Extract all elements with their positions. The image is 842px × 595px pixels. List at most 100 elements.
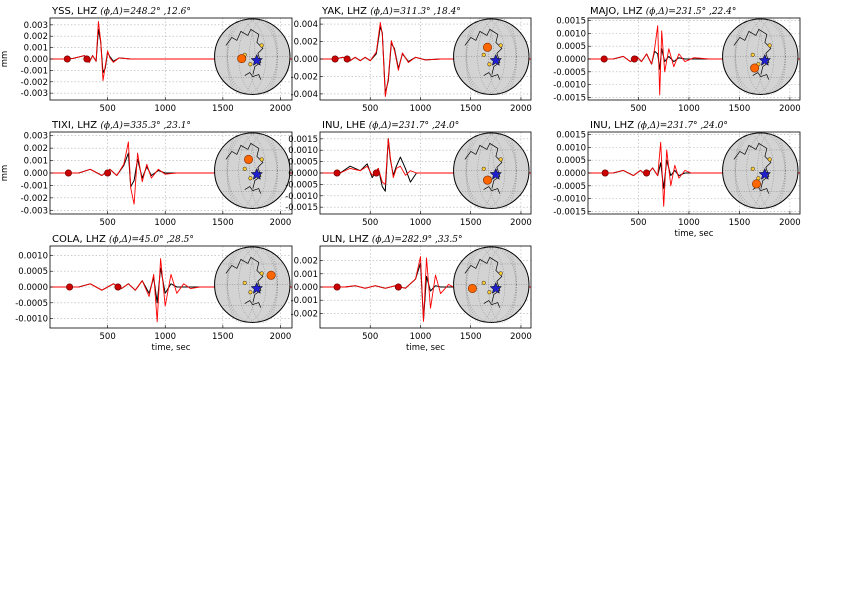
other-station-icon [481,166,486,171]
x-tick-label: 500 [630,104,646,114]
coastline [483,72,501,80]
other-station-icon [259,43,264,48]
x-tick-label: 1000 [154,218,176,228]
x-tick-label: 1500 [460,218,482,228]
y-tick-label: 0.0000 [556,55,586,65]
y-tick-label: 0.0010 [556,29,586,39]
station-marker-icon [244,154,254,164]
x-tick-label: 500 [100,104,116,114]
chart-title-station: YSS, LHZ [51,6,100,17]
chart-title-params: (ϕ,Δ)=282.9° ,33.5° [372,234,463,245]
coastline [733,28,772,75]
chart-title-station: ULN, LHZ [322,234,372,245]
coastline [752,72,770,80]
y-tick-label: -0.002 [291,72,318,82]
x-tick-label: 2000 [510,218,532,228]
y-tick-label: 0.002 [294,257,318,267]
y-tick-label: -0.004 [291,90,318,100]
y-tick-label: 0.0000 [288,169,318,179]
other-station-icon [498,157,503,162]
other-station-icon [487,290,492,295]
other-station-icon [481,52,486,57]
y-tick-label: 0.0005 [556,156,586,166]
y-tick-label: -0.0005 [285,180,318,190]
x-axis-label: time, sec [152,343,191,353]
coastline [464,28,503,75]
y-tick-label: -0.002 [291,309,318,319]
chart-panel-2: 500 1000 1500 2000 -0.004 -0.002 0.000 0.002 0.0… [291,6,532,114]
y-tick-label: 0.0005 [288,158,318,168]
coastline [225,142,264,189]
chart-panel-4: 500 1000 1500 2000 -0.003 -0.002 -0.001 0.000 0.… [0,120,293,228]
chart-title: INU, LHZ (ϕ,Δ)=231.7° ,24.0° [590,120,728,131]
phase-marker [331,55,339,63]
y-tick-label: 0.0015 [556,17,586,27]
coastline [244,186,262,194]
globe-inset-icon [722,18,799,95]
other-station-icon [248,176,253,181]
y-tick-label: 0.0015 [556,131,586,141]
station-marker-icon [266,270,276,280]
meridian [227,18,267,95]
meridian [466,246,516,323]
station-marker-icon [752,179,762,189]
coastline [483,186,501,194]
phase-marker [343,55,351,63]
chart-title-station: TIXI, LHZ [51,120,100,131]
synthetic-trace [588,141,800,207]
x-tick-label: 1500 [460,332,482,342]
other-station-icon [498,271,503,276]
other-station-icon [487,62,492,67]
coastline [225,256,264,303]
meridian [735,18,785,95]
phase-marker [333,283,341,291]
x-tick-label: 500 [630,218,646,228]
y-tick-label: 0.0000 [556,169,586,179]
chart-title-params: (ϕ,Δ)=335.3° ,23.1° [100,120,191,131]
other-station-icon [750,52,755,57]
x-tick-label: 1500 [212,332,234,342]
meridian [466,18,516,95]
coastline [464,142,503,189]
x-tick-label: 1500 [729,104,751,114]
y-tick-label: 0.0010 [556,143,586,153]
phase-marker [83,55,91,63]
station-marker-icon [237,54,247,64]
phase-marker [333,169,341,177]
y-tick-label: 0.001 [24,157,48,167]
y-tick-label: -0.0010 [15,315,48,325]
synthetic-trace [50,20,292,82]
y-tick-label: 0.000 [294,283,318,293]
chart-title-station: COLA, LHZ [52,234,109,245]
y-tick-label: 0.002 [294,38,318,48]
x-tick-label: 1500 [729,218,751,228]
x-tick-label: 1000 [678,104,700,114]
chart-panel-7: 500 1000 1500 2000 -0.0010 -0.0005 0.0000 0.000… [15,234,293,353]
x-tick-label: 1500 [212,104,234,114]
y-tick-label: 0.0010 [18,251,48,261]
y-tick-label: -0.001 [291,296,318,306]
x-tick-label: 1000 [154,104,176,114]
globe-inset-icon [214,18,291,95]
epicenter-star-icon [250,53,264,66]
globe-inset-icon [453,132,530,209]
epicenter-star-icon [489,281,503,294]
chart-title-params: (ϕ,Δ)=231.5° ,22.4° [646,6,737,17]
y-tick-label: -0.0015 [285,203,318,213]
other-station-icon [259,271,264,276]
other-station-icon [248,62,253,67]
meridian [466,246,506,323]
meridian [227,132,267,209]
x-tick-label: 1000 [410,104,432,114]
x-tick-label: 1000 [410,218,432,228]
y-tick-label: 0.000 [294,55,318,65]
chart-title: MAJO, LHZ (ϕ,Δ)=231.5° ,22.4° [590,6,736,17]
meridian [227,246,277,323]
y-tick-label: -0.001 [21,66,48,76]
y-tick-label: -0.002 [21,194,48,204]
y-tick-label: 0.0005 [556,42,586,52]
y-tick-label: 0.002 [24,144,48,154]
y-tick-label: 0.0010 [288,146,318,156]
coastline [244,72,262,80]
epicenter-star-icon [250,281,264,294]
